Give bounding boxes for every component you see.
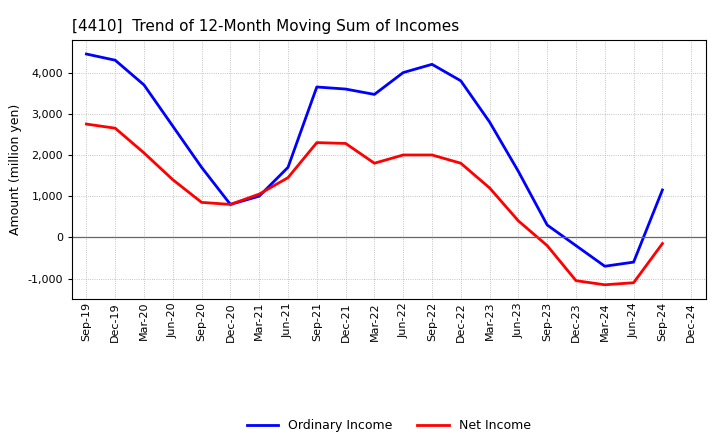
- Net Income: [658, 241, 667, 246]
- Ordinary Income: [82, 51, 91, 57]
- Text: [4410]  Trend of 12-Month Moving Sum of Incomes: [4410] Trend of 12-Month Moving Sum of I…: [72, 19, 459, 34]
- Ordinary Income: [341, 86, 350, 92]
- Net Income: [111, 125, 120, 131]
- Net Income: [312, 140, 321, 145]
- Net Income: [456, 161, 465, 166]
- Net Income: [514, 218, 523, 224]
- Net Income: [629, 280, 638, 286]
- Ordinary Income: [572, 243, 580, 248]
- Net Income: [600, 282, 609, 287]
- Ordinary Income: [514, 169, 523, 174]
- Ordinary Income: [428, 62, 436, 67]
- Ordinary Income: [111, 58, 120, 63]
- Net Income: [284, 175, 292, 180]
- Net Income: [370, 161, 379, 166]
- Legend: Ordinary Income, Net Income: Ordinary Income, Net Income: [242, 414, 536, 437]
- Ordinary Income: [629, 260, 638, 265]
- Net Income: [485, 185, 494, 191]
- Net Income: [399, 152, 408, 158]
- Ordinary Income: [543, 222, 552, 227]
- Net Income: [572, 278, 580, 283]
- Net Income: [168, 177, 177, 182]
- Net Income: [226, 202, 235, 207]
- Net Income: [543, 243, 552, 248]
- Ordinary Income: [658, 187, 667, 193]
- Ordinary Income: [399, 70, 408, 75]
- Net Income: [428, 152, 436, 158]
- Ordinary Income: [197, 165, 206, 170]
- Line: Ordinary Income: Ordinary Income: [86, 54, 662, 266]
- Ordinary Income: [456, 78, 465, 84]
- Ordinary Income: [140, 82, 148, 88]
- Ordinary Income: [370, 92, 379, 97]
- Ordinary Income: [312, 84, 321, 90]
- Net Income: [140, 150, 148, 156]
- Y-axis label: Amount (million yen): Amount (million yen): [9, 104, 22, 235]
- Ordinary Income: [255, 194, 264, 199]
- Line: Net Income: Net Income: [86, 124, 662, 285]
- Ordinary Income: [284, 165, 292, 170]
- Net Income: [82, 121, 91, 127]
- Ordinary Income: [485, 119, 494, 125]
- Net Income: [255, 191, 264, 197]
- Ordinary Income: [226, 202, 235, 207]
- Ordinary Income: [168, 124, 177, 129]
- Ordinary Income: [600, 264, 609, 269]
- Net Income: [341, 141, 350, 146]
- Net Income: [197, 200, 206, 205]
